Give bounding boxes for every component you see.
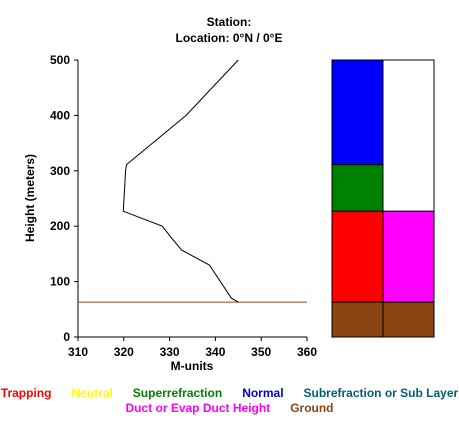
x-tick-label: 310 [68, 345, 88, 359]
m-unit-profile-line [122, 59, 239, 303]
legend-item: Trapping [1, 386, 52, 400]
y-axis-ticks: 0 100 200 300 400 500 [50, 53, 78, 344]
layer-segment-left [331, 301, 384, 338]
legend-item: Normal [242, 386, 283, 400]
layer-segment-right [382, 210, 435, 303]
y-tick-label: 200 [50, 219, 70, 233]
y-axis-title: Height (meters) [23, 154, 37, 242]
y-tick-label: 300 [50, 164, 70, 178]
legend-row-2: Duct or Evap Duct Height Ground [126, 401, 334, 415]
x-tick-label: 360 [297, 345, 317, 359]
legend-row-1: Trapping Neutral Superrefraction Normal Subr… [1, 386, 459, 400]
station-label: Station: [207, 15, 252, 29]
legend-item: Superrefraction [133, 386, 222, 400]
legend-item: Ground [290, 401, 333, 415]
y-tick-label: 500 [50, 53, 70, 67]
y-tick-label: 400 [50, 108, 70, 122]
y-tick-label: 0 [63, 330, 70, 344]
x-axis-title: M-units [171, 359, 214, 373]
layer-segment-left [331, 164, 384, 212]
location-label: Location: 0°N / 0°E [176, 31, 283, 45]
x-tick-label: 340 [205, 345, 225, 359]
x-tick-label: 320 [114, 345, 134, 359]
layer-segment-left [331, 59, 384, 166]
x-axis-ticks: 310 320 330 340 350 360 [68, 337, 317, 359]
layer-segment-left [331, 210, 384, 303]
x-tick-label: 350 [251, 345, 271, 359]
layer-color-column [331, 59, 435, 338]
layer-segment-right [382, 59, 435, 212]
legend-item: Neutral [72, 386, 113, 400]
y-tick-label: 100 [50, 275, 70, 289]
x-tick-label: 330 [160, 345, 180, 359]
plot-area [77, 60, 307, 338]
legend-item: Subrefraction or Sub Layer [304, 386, 459, 400]
legend-item: Duct or Evap Duct Height [126, 401, 271, 415]
layer-segment-right [382, 301, 435, 338]
